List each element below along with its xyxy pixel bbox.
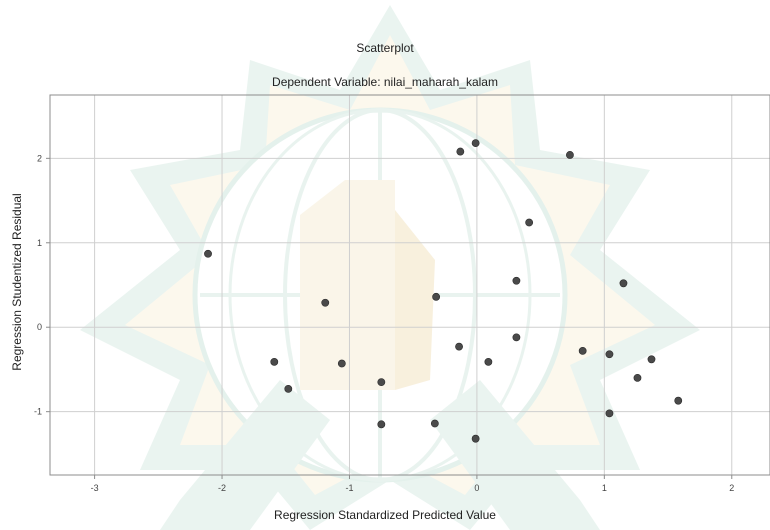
y-tick-label: -1	[34, 407, 42, 417]
data-point	[432, 292, 441, 301]
y-axis-label: Regression Studentized Residual	[10, 193, 24, 370]
data-point	[471, 139, 480, 148]
data-point	[284, 384, 293, 393]
data-point	[377, 420, 386, 429]
data-point	[674, 396, 683, 405]
data-point	[430, 419, 439, 428]
y-tick-label: 1	[37, 238, 42, 248]
data-point	[647, 355, 656, 364]
x-tick-label: 2	[729, 483, 734, 493]
axis-ticks: -3 -2 -1 0 1 2 -1 0 1 2	[34, 153, 734, 493]
x-tick-label: -1	[345, 483, 353, 493]
data-point	[270, 357, 279, 366]
data-point	[619, 279, 628, 288]
plot-frame	[49, 94, 770, 476]
data-point	[471, 434, 480, 443]
data-points	[204, 139, 683, 443]
data-point	[578, 346, 587, 355]
data-point	[566, 151, 574, 159]
data-point	[204, 249, 212, 258]
x-tick-label: -3	[91, 483, 99, 493]
x-axis-label: Regression Standardized Predicted Value	[274, 508, 496, 522]
data-point	[377, 378, 386, 387]
data-point	[337, 359, 346, 368]
y-tick-label: 0	[37, 322, 42, 332]
grid-lines	[50, 95, 770, 475]
data-point	[605, 350, 614, 359]
data-point	[525, 218, 534, 227]
x-tick-label: 1	[602, 483, 607, 493]
chart-title: Scatterplot	[356, 41, 414, 55]
x-tick-label: 0	[474, 483, 479, 493]
data-point	[512, 276, 521, 285]
data-point	[512, 333, 521, 342]
data-point	[321, 298, 330, 307]
data-point	[605, 409, 614, 418]
chart-subtitle: Dependent Variable: nilai_maharah_kalam	[272, 75, 498, 89]
data-point	[633, 373, 642, 382]
data-point	[455, 342, 463, 351]
data-point	[484, 357, 493, 366]
x-tick-label: -2	[218, 483, 226, 493]
data-point	[456, 147, 465, 156]
y-tick-label: 2	[37, 153, 42, 163]
